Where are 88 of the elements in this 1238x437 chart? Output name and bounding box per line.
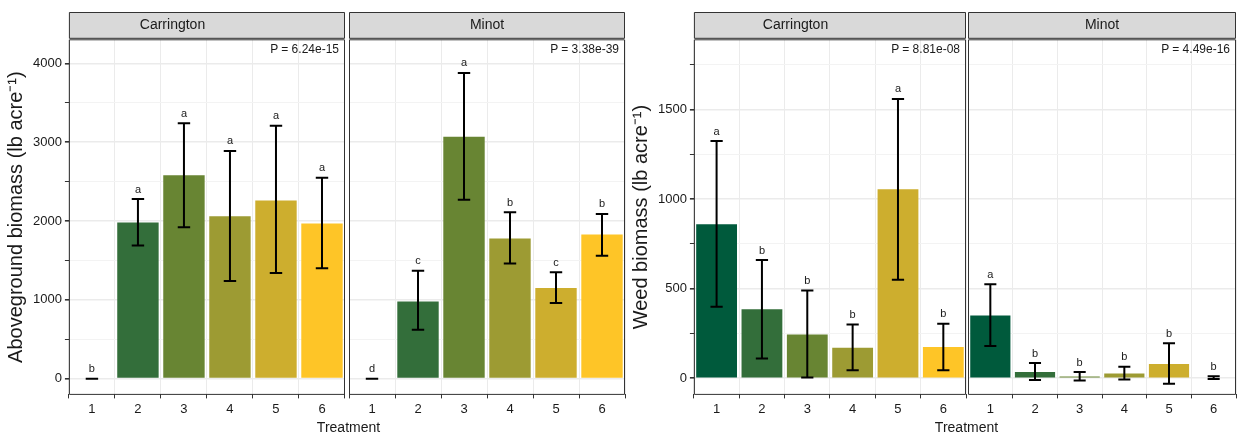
x-tick-label: 4 — [226, 400, 234, 416]
y-axis-title: Weed biomass (lb acre⁻¹) — [628, 104, 651, 330]
bar — [163, 175, 205, 378]
y-tick-label: 1500 — [658, 101, 687, 117]
annotation: a — [180, 106, 188, 119]
annotation: b — [1031, 346, 1039, 359]
bar — [741, 309, 783, 378]
x-tick-label: 6 — [939, 400, 947, 416]
bar — [581, 234, 623, 378]
bar — [209, 216, 251, 378]
x-tick-label: 3 — [180, 400, 188, 416]
x-tick-label: 1 — [712, 400, 721, 416]
x-tick-label: 3 — [460, 400, 468, 416]
x-tick-label: 6 — [1210, 400, 1218, 416]
bar — [301, 223, 343, 378]
x-tick-label: 5 — [894, 400, 902, 416]
chart-title: Carrington — [762, 16, 829, 33]
bar — [922, 346, 964, 378]
annotation: b — [598, 197, 606, 210]
x-axis-title: Treatment — [933, 419, 1000, 435]
bar — [255, 200, 297, 378]
annotation: b — [940, 307, 947, 320]
x-tick-label: 2 — [134, 400, 142, 416]
annotation: b — [506, 195, 514, 208]
x-tick-label: 5 — [272, 400, 280, 416]
annotation: P = 4.49e-16 — [1161, 42, 1231, 57]
annotation: b — [88, 362, 95, 375]
bar — [1148, 363, 1190, 378]
annotation: a — [987, 267, 995, 280]
y-tick-label: 1000 — [658, 190, 687, 206]
bar — [970, 315, 1011, 378]
y-tick-label: 4000 — [33, 55, 62, 71]
y-tick-label: 0 — [54, 370, 62, 386]
chart-title: Minot — [1084, 16, 1120, 33]
bar — [397, 301, 439, 378]
annotation: a — [894, 82, 902, 95]
annotation: b — [1210, 359, 1217, 372]
x-tick-label: 4 — [1120, 400, 1128, 416]
x-tick-label: 5 — [552, 400, 560, 416]
annotation: b — [1165, 326, 1173, 339]
annotation: b — [1076, 355, 1083, 368]
bar — [489, 238, 531, 378]
bar — [832, 347, 874, 378]
bar — [786, 334, 828, 378]
annotation: P = 3.38e-39 — [550, 42, 620, 57]
x-tick-label: 3 — [803, 400, 811, 416]
annotation: b — [849, 308, 856, 321]
y-tick-label: 1000 — [33, 291, 62, 307]
bar — [443, 136, 485, 378]
y-tick-label: 500 — [665, 280, 687, 296]
bar — [117, 222, 159, 378]
bar — [696, 224, 737, 378]
chart-title: Minot — [469, 16, 505, 33]
annotation: b — [1121, 350, 1128, 363]
x-axis-title: Treatment — [315, 419, 382, 435]
y-tick-label: 0 — [679, 369, 687, 385]
annotation: a — [460, 56, 468, 69]
y-axis-title: Aboveground biomass (lb acre⁻¹) — [3, 71, 26, 363]
x-tick-label: 5 — [1165, 400, 1173, 416]
x-tick-label: 4 — [506, 400, 514, 416]
x-tick-label: 2 — [414, 400, 422, 416]
annotation: P = 6.24e-15 — [270, 42, 340, 57]
annotation: b — [804, 274, 811, 287]
y-tick-label: 2000 — [33, 212, 62, 228]
x-tick-label: 4 — [849, 400, 857, 416]
annotation: a — [134, 182, 142, 195]
annotation: a — [272, 109, 280, 122]
annotation: c — [415, 254, 422, 267]
bar — [535, 288, 577, 378]
annotation: a — [226, 134, 234, 147]
bar — [877, 189, 919, 378]
annotation: d — [368, 362, 376, 375]
x-tick-label: 6 — [318, 400, 326, 416]
annotation: a — [713, 124, 721, 137]
bar — [1104, 373, 1145, 378]
annotation: P = 8.81e-08 — [891, 42, 961, 57]
y-tick-label: 3000 — [33, 133, 62, 149]
x-tick-label: 1 — [986, 400, 994, 416]
x-tick-label: 2 — [758, 400, 766, 416]
x-tick-label: 1 — [368, 400, 376, 416]
x-tick-label: 3 — [1076, 400, 1084, 416]
annotation: c — [553, 255, 560, 268]
annotation: a — [318, 161, 326, 174]
x-tick-label: 6 — [598, 400, 606, 416]
chart-title: Carrington — [139, 16, 206, 33]
x-tick-label: 1 — [88, 400, 96, 416]
annotation: b — [758, 243, 765, 256]
x-tick-label: 2 — [1031, 400, 1039, 416]
